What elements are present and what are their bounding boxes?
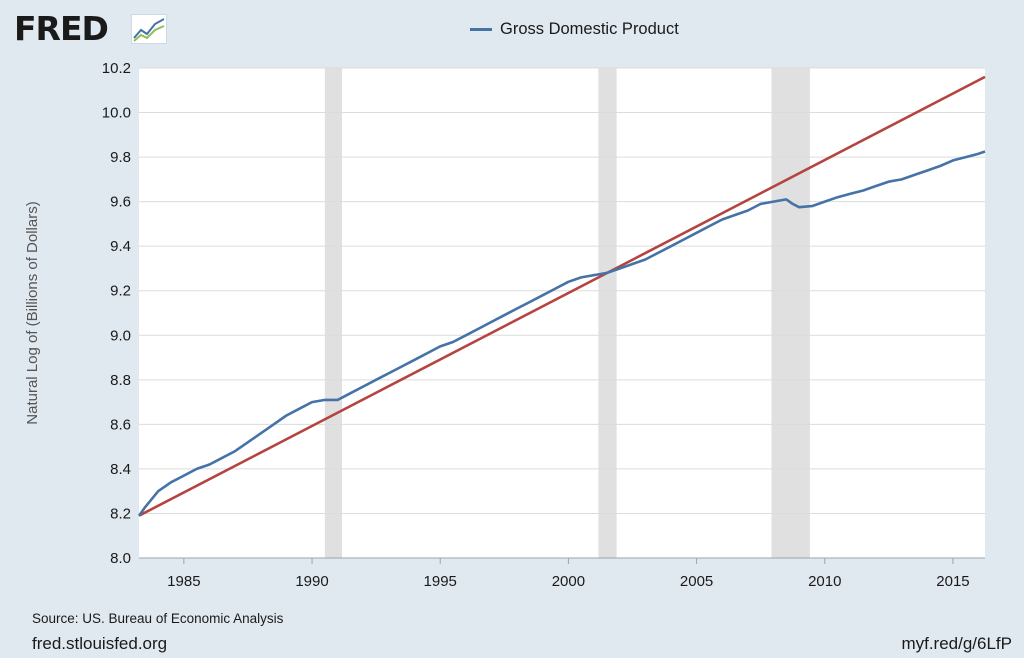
recession-band (771, 68, 810, 558)
x-tick-label: 2000 (552, 573, 585, 590)
y-tick-label: 9.2 (110, 283, 131, 300)
y-tick-label: 9.8 (110, 149, 131, 166)
trend-chart-icon (131, 14, 167, 44)
y-tick-label: 8.4 (110, 461, 131, 478)
site-link[interactable]: fred.stlouisfed.org (32, 634, 168, 653)
trend-line (138, 75, 986, 517)
chart-legend: Gross Domestic Product (470, 20, 679, 39)
y-axis-title: Natural Log of (Billions of Dollars) (24, 201, 41, 424)
y-tick-label: 8.6 (110, 416, 131, 433)
y-tick-label: 10.2 (102, 60, 131, 77)
y-tick-label: 8.8 (110, 372, 131, 389)
x-tick-label: 1995 (424, 573, 457, 590)
fred-logo: FRED (14, 9, 109, 48)
x-tick-label: 2005 (680, 573, 713, 590)
recession-band (598, 68, 617, 558)
recession-band (324, 68, 343, 558)
legend-label: Gross Domestic Product (500, 20, 679, 38)
x-tick-label: 2015 (936, 573, 969, 590)
y-tick-label: 9.6 (110, 194, 131, 211)
y-tick-label: 8.2 (110, 505, 131, 522)
short-link[interactable]: myf.red/g/6LfP (901, 634, 1012, 653)
source-note: Source: US. Bureau of Economic Analysis (32, 611, 284, 626)
x-tick-label: 2010 (808, 573, 841, 590)
x-tick-label: 1990 (295, 573, 328, 590)
y-tick-label: 9.4 (110, 238, 131, 255)
legend-swatch (470, 28, 492, 31)
y-tick-label: 10.0 (102, 105, 131, 122)
gdp-series-line (137, 150, 986, 517)
y-tick-label: 8.0 (110, 550, 131, 567)
line-chart: 1985 1990 1995 2000 2005 2010 2015 8.0 8.2 8.4 8.… (24, 60, 986, 590)
x-tick-label: 1985 (167, 573, 200, 590)
y-tick-label: 9.0 (110, 327, 131, 344)
